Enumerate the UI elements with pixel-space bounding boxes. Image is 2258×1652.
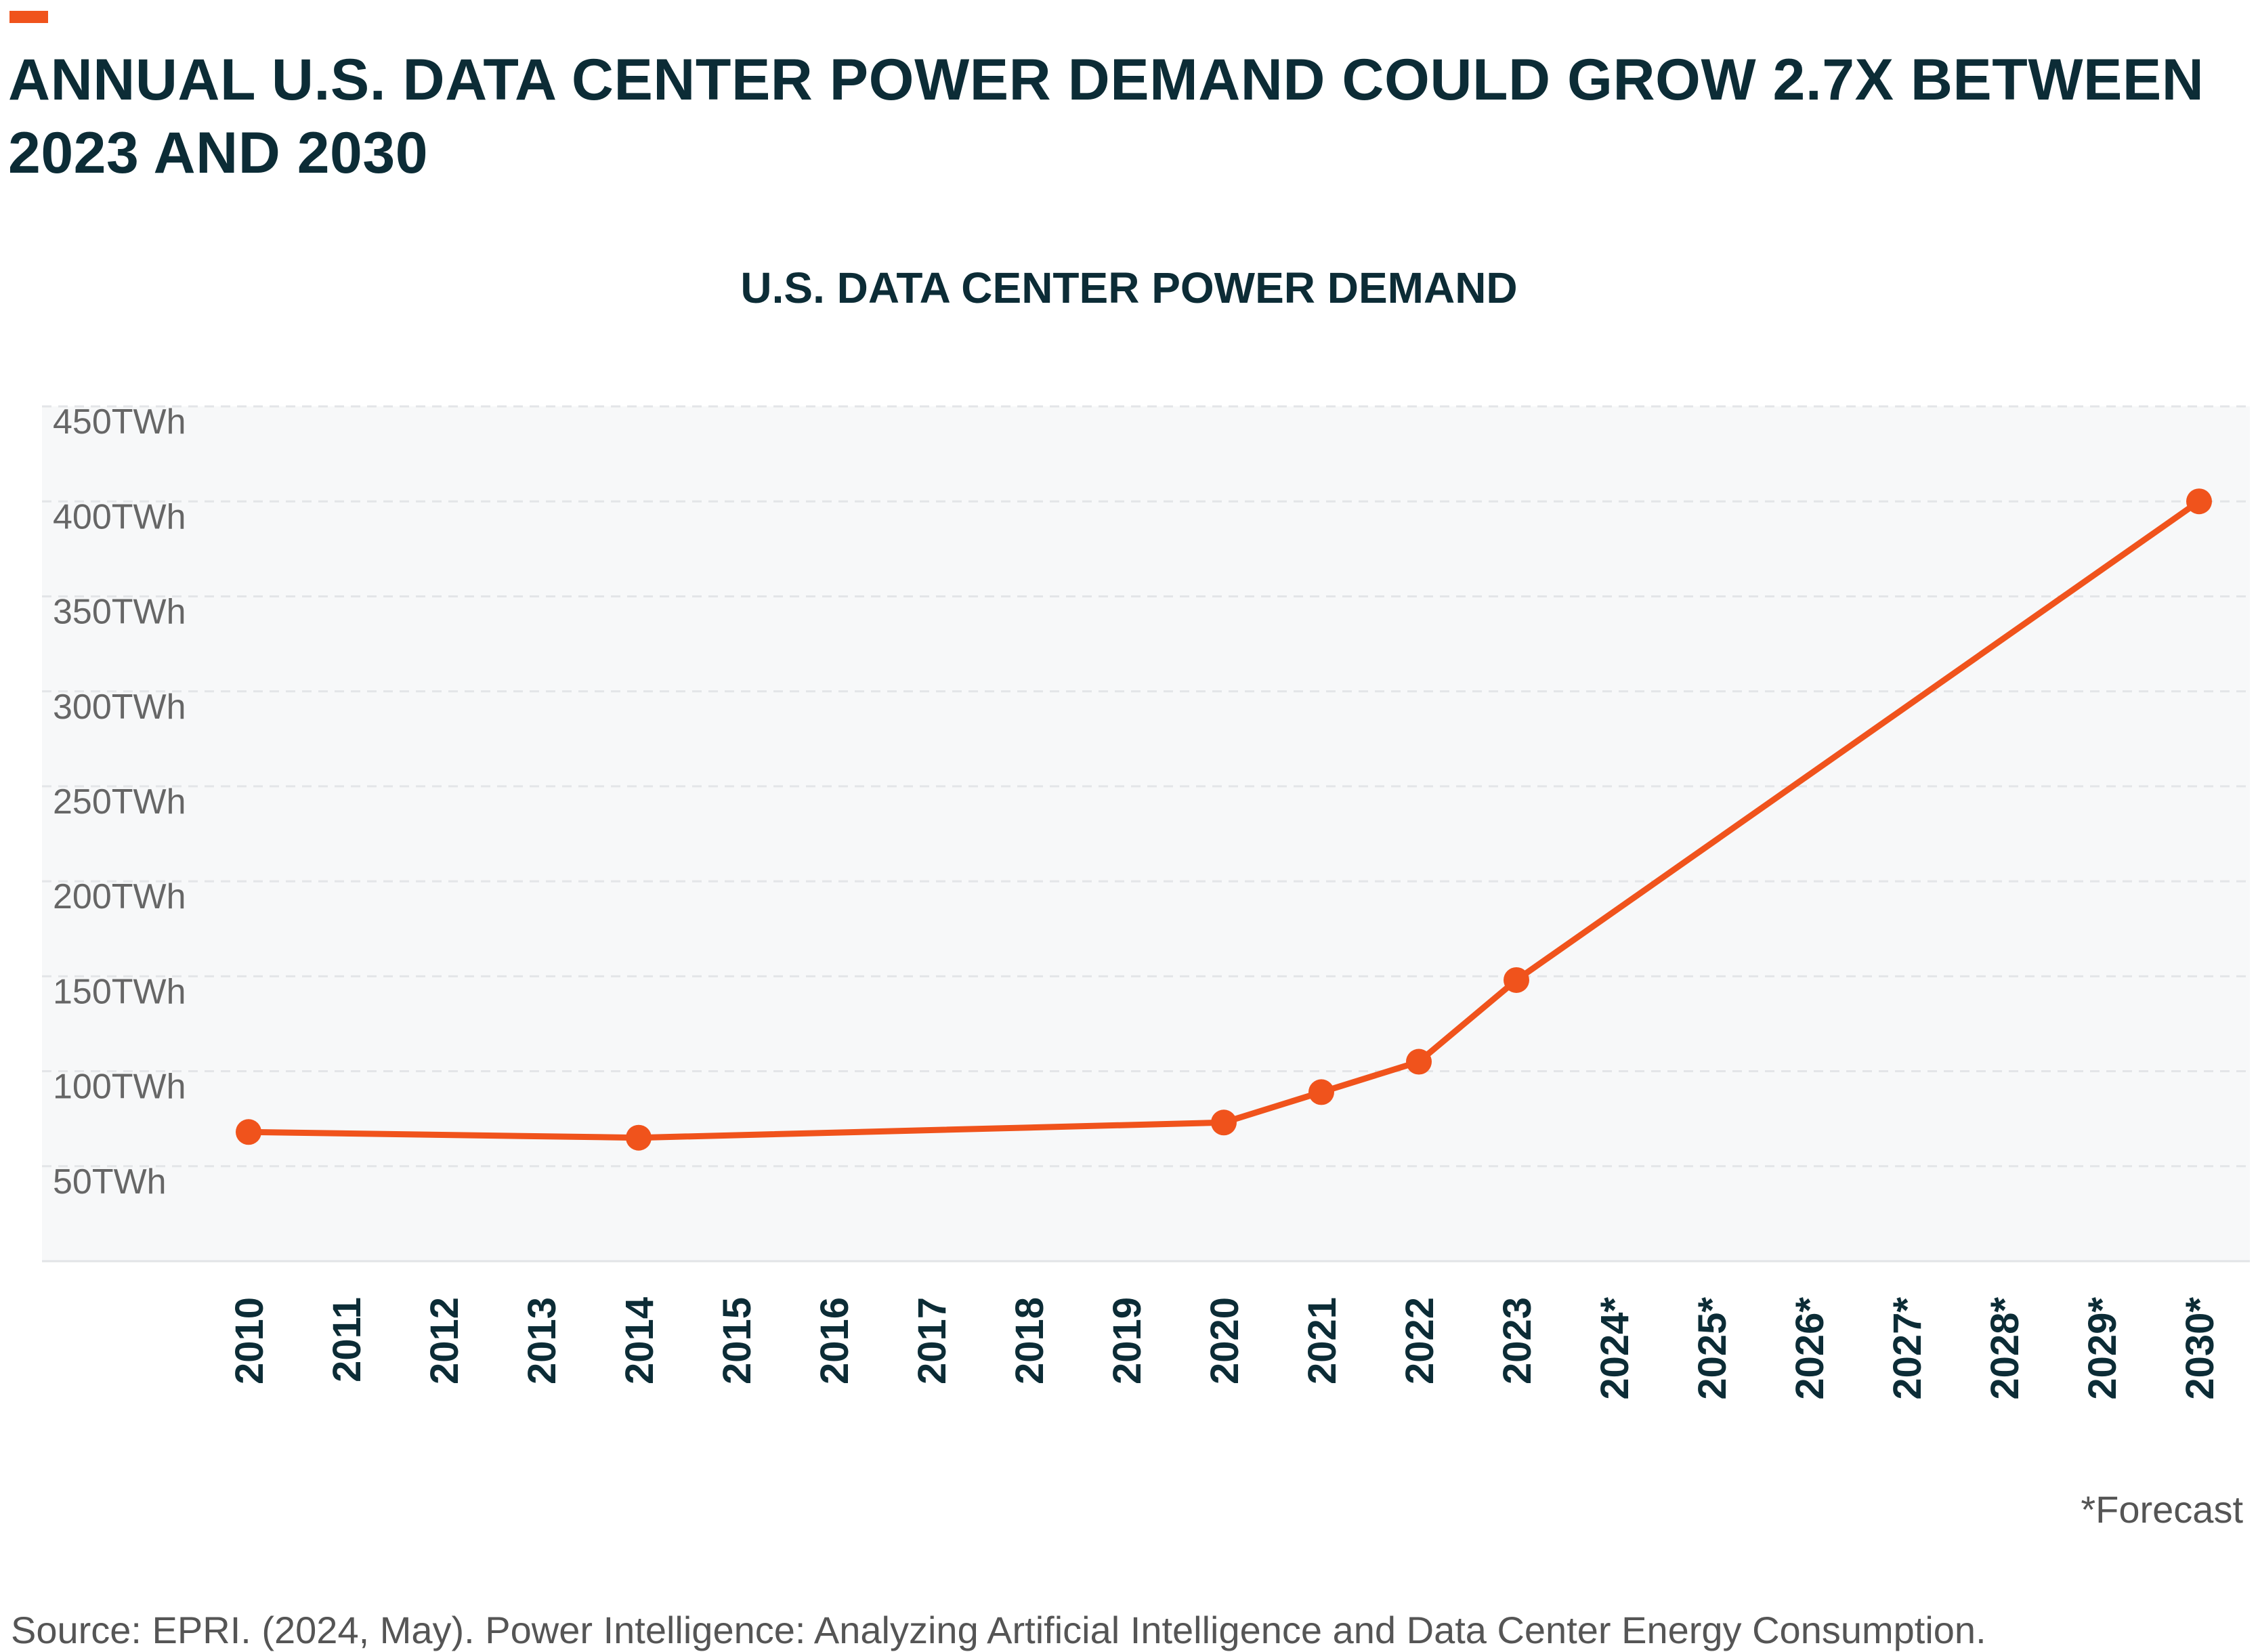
x-tick-label: 2024* [1593,1297,1637,1400]
x-tick-label: 2021 [1300,1297,1344,1384]
data-point [626,1124,652,1151]
y-tick-label: 100TWh [53,1067,186,1107]
x-tick-label: 2025* [1690,1297,1734,1400]
x-tick-label: 2023 [1495,1297,1539,1384]
y-tick-label: 450TWh [53,402,186,442]
x-tick-label: 2018 [1008,1297,1052,1384]
forecast-footnote: *Forecast [2081,1488,2243,1531]
x-tick-label: 2011 [325,1297,369,1382]
x-tick-label: 2029* [2081,1297,2125,1400]
x-axis-ticks: 2010 2011 2012 2013 2014 2015 2016 2017 2018 2019… [228,1297,2222,1400]
x-tick-label: 2012 [423,1297,467,1384]
x-tick-label: 2014 [618,1297,662,1384]
x-tick-label: 2019 [1105,1297,1149,1384]
x-tick-label: 2010 [228,1297,272,1384]
x-tick-label: 2022 [1398,1297,1442,1384]
x-tick-label: 2026* [1788,1297,1832,1400]
y-tick-label: 150TWh [53,972,186,1011]
y-tick-label: 300TWh [53,687,186,727]
data-point [1308,1079,1334,1105]
data-point [1504,967,1529,993]
y-tick-label: 200TWh [53,877,186,916]
series-layer [236,488,2212,1151]
chart-title: U.S. DATA CENTER POWER DEMAND [740,263,1518,312]
x-tick-label: 2030* [2178,1297,2222,1400]
plot-area [42,406,2250,1261]
x-tick-label: 2016 [813,1297,857,1384]
x-tick-label: 2013 [520,1297,564,1384]
x-tick-label: 2028* [1983,1297,2027,1400]
accent-bar [9,11,48,23]
y-tick-label: 400TWh [53,497,186,536]
y-tick-label: 50TWh [53,1162,167,1202]
x-tick-label: 2020 [1203,1297,1247,1384]
x-tick-label: 2027* [1886,1297,1930,1400]
source-note: Source: EPRI. (2024, May). Power Intelli… [11,1609,1986,1651]
x-tick-label: 2015 [715,1297,759,1384]
data-point [1406,1049,1432,1075]
data-point [1211,1109,1237,1136]
y-tick-label: 250TWh [53,782,186,822]
x-tick-label: 2017 [910,1297,954,1384]
grid-lines [42,405,2250,1263]
data-point [2186,488,2212,515]
page-title: ANNUAL U.S. DATA CENTER POWER DEMAND COU… [8,47,2204,186]
y-axis-ticks: 50TWh 100TWh 150TWh 200TWh 250TWh 300TWh 350TW… [53,402,186,1202]
y-tick-label: 350TWh [53,593,186,632]
data-point [236,1119,261,1145]
